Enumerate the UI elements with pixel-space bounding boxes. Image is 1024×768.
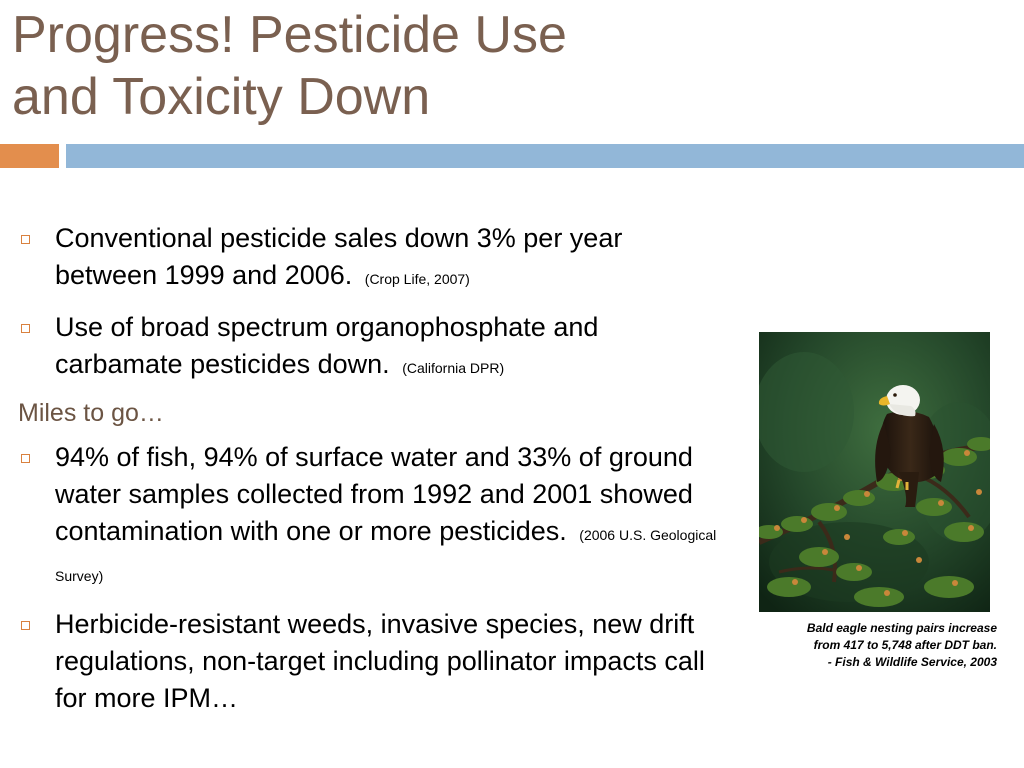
- bullet-citation: (California DPR): [402, 360, 505, 376]
- slide-title: Progress! Pesticide Use and Toxicity Dow…: [12, 4, 732, 128]
- bullet-item: Conventional pesticide sales down 3% per…: [18, 220, 728, 298]
- photo-caption: Bald eagle nesting pairs increase from 4…: [740, 620, 997, 671]
- square-bullet-icon: [21, 235, 30, 244]
- bullet-item: Use of broad spectrum organophosphate an…: [18, 309, 728, 387]
- caption-line: Bald eagle nesting pairs increase: [806, 621, 997, 635]
- bullet-citation: (Crop Life, 2007): [364, 271, 470, 287]
- bullet-item: Herbicide-resistant weeds, invasive spec…: [18, 606, 728, 717]
- bullet-text: Use of broad spectrum organophosphate an…: [55, 312, 599, 379]
- square-bullet-icon: [21, 621, 30, 630]
- bullet-text: 94% of fish, 94% of surface water and 33…: [55, 442, 693, 546]
- bald-eagle-photo: [759, 332, 990, 612]
- accent-bar-orange: [0, 144, 59, 168]
- caption-line: from 417 to 5,748 after DDT ban.: [813, 638, 997, 652]
- bullet-text: Conventional pesticide sales down 3% per…: [55, 223, 623, 290]
- title-line: Progress! Pesticide Use: [12, 6, 567, 64]
- subheading: Miles to go…: [18, 399, 164, 427]
- slide-body: Conventional pesticide sales down 3% per…: [18, 220, 728, 728]
- bullet-text: Herbicide-resistant weeds, invasive spec…: [55, 609, 705, 713]
- square-bullet-icon: [21, 454, 30, 463]
- bullet-item: 94% of fish, 94% of surface water and 33…: [18, 439, 728, 595]
- accent-bar-blue: [66, 144, 1024, 168]
- title-line: and Toxicity Down: [12, 68, 431, 126]
- caption-line: - Fish & Wildlife Service, 2003: [827, 655, 997, 669]
- square-bullet-icon: [21, 324, 30, 333]
- bullet-citation: (2006 U.S. Geological Survey): [55, 527, 717, 584]
